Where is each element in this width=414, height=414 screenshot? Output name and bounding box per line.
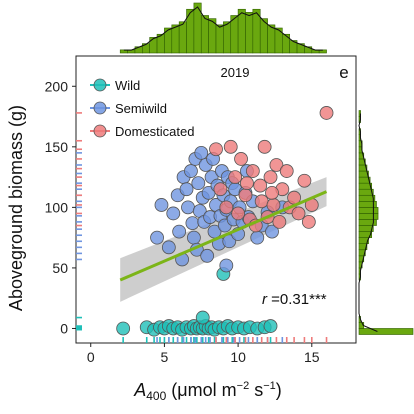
y-axis-title: Aboveground biomass (g) [6, 105, 26, 311]
top-hist-bar [171, 24, 180, 54]
right-hist-bar [358, 328, 414, 335]
top-hist-density [123, 6, 323, 51]
domesticated-point [269, 158, 284, 172]
domesticated-point [231, 206, 246, 221]
domesticated-point [265, 185, 279, 200]
domesticated-point [223, 139, 238, 154]
y-tick-label: 200 [45, 78, 69, 94]
x-tick-label: 10 [230, 349, 246, 365]
domesticated-point [266, 198, 281, 212]
semiwild-point [179, 182, 194, 197]
top-hist-bar [237, 8, 246, 54]
y-tick-label: 150 [45, 139, 69, 155]
domesticated-point [234, 152, 248, 166]
domesticated-point [254, 194, 269, 209]
semiwild-point [184, 164, 198, 178]
domesticated-point [279, 164, 294, 178]
semiwild-point [186, 230, 201, 245]
right-hist-density [358, 113, 378, 332]
wild-legend-label: Wild [115, 78, 140, 93]
top-hist-bar [200, 15, 209, 54]
x-tick-label: 15 [304, 349, 320, 365]
domesticated-point [228, 170, 243, 184]
top-hist-bar [245, 12, 254, 54]
semiwild-point [250, 230, 265, 245]
semiwild-point [172, 224, 187, 239]
semiwild-legend-label: Semiwild [115, 101, 167, 116]
domesticated-point [257, 139, 272, 154]
x-tick-label: 5 [161, 349, 169, 365]
semiwild-point [185, 216, 200, 231]
domesticated-point [209, 142, 223, 157]
semiwild-point [150, 230, 164, 245]
x-axis-title-main: A [133, 380, 146, 400]
domesticated-legend-marker [93, 124, 107, 138]
x-tick-label: 0 [87, 349, 95, 365]
wild-point [116, 321, 131, 336]
domesticated-point [272, 215, 287, 229]
x-axis-title-unit: (μmol m [166, 380, 236, 400]
semiwild-point [161, 240, 176, 255]
semiwild-point [200, 248, 215, 263]
domesticated-point [291, 206, 306, 221]
semiwild-point [181, 200, 195, 215]
domesticated-point [213, 182, 228, 197]
top-hist-bar [215, 24, 224, 54]
domesticated-legend-label: Domesticated [115, 124, 194, 139]
domesticated-point [253, 178, 268, 193]
right-histogram [358, 110, 414, 335]
y-rug [76, 112, 82, 331]
top-histogram [119, 2, 327, 54]
x-axis-title-sup1: −2 [237, 380, 250, 392]
wild-point [263, 319, 278, 333]
top-hist-bar [178, 21, 187, 54]
year-label: 2019 [221, 65, 250, 80]
y-tick-label: 50 [52, 260, 68, 276]
x-axis-title-sup2: −1 [263, 380, 276, 392]
semiwild-point [219, 258, 234, 273]
semiwild-legend-marker [93, 101, 107, 115]
correlation-annotation: r =0.31*** [262, 291, 327, 308]
semiwild-point [191, 176, 206, 191]
domesticated-point [319, 106, 334, 120]
points-layer [116, 106, 334, 337]
y-tick-label: 100 [45, 199, 69, 215]
domesticated-point [301, 215, 316, 229]
domesticated-point [245, 164, 260, 178]
panel-label: e [339, 63, 348, 82]
r-symbol: r [262, 291, 268, 308]
top-hist-bar [267, 24, 276, 54]
x-rug [122, 337, 328, 343]
domesticated-point [297, 173, 312, 188]
domesticated-point [238, 188, 253, 203]
semiwild-point [154, 198, 169, 212]
semiwild-point [194, 145, 209, 160]
semiwild-point [265, 224, 279, 239]
right-hist-bar [358, 207, 379, 214]
top-hist-bar [223, 21, 232, 54]
semiwild-point [166, 206, 181, 221]
legend: Wild Semiwild Domesticated [90, 78, 194, 139]
top-hist-bar [186, 8, 195, 54]
domesticated-point [240, 176, 254, 191]
r-value: =0.31*** [267, 291, 327, 308]
x-axis-title-close: ) [276, 380, 282, 400]
domesticated-point [263, 170, 278, 184]
y-tick-label: 0 [60, 320, 68, 336]
wild-legend-marker [93, 78, 107, 92]
wild-point [195, 310, 210, 325]
top-hist-bar [282, 33, 290, 54]
right-hist-bar [358, 213, 379, 220]
x-axis-title-sub: 400 [146, 389, 166, 403]
fit-line [119, 190, 328, 282]
x-axis-title-mid: s [249, 380, 263, 400]
x-axis-title: A400 (μmol m−2 s−1) [133, 380, 282, 403]
domesticated-point [219, 200, 234, 215]
top-hist-bar [149, 37, 158, 54]
fit-line-layer [119, 190, 328, 282]
